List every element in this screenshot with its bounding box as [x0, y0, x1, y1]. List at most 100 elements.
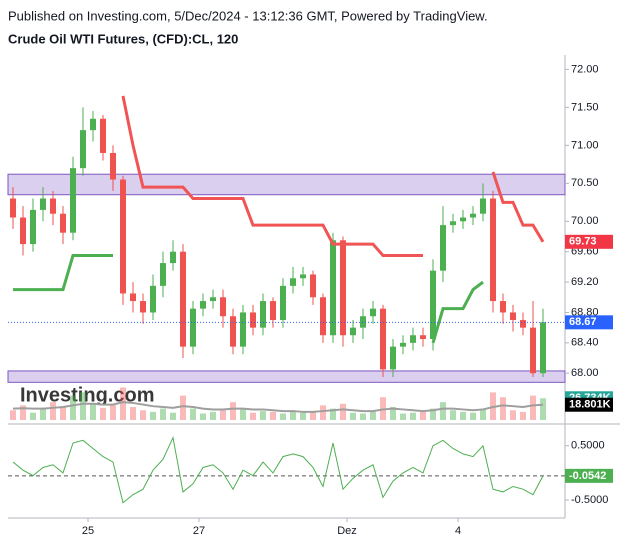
volume-bar: [110, 405, 116, 420]
x-tick-label: Dez: [337, 525, 357, 537]
volume-bar: [370, 411, 376, 420]
candle-body: [230, 316, 236, 347]
candle-body: [60, 213, 66, 233]
candle-body: [150, 285, 156, 313]
volume-bar: [260, 411, 266, 420]
candle-body: [340, 240, 346, 336]
candle-body: [460, 217, 466, 222]
price-tag: [565, 315, 613, 330]
publisher: Published on Investing.com, 5/Dec/2024 -…: [8, 8, 488, 23]
candle-body: [240, 312, 246, 347]
volume-bar: [460, 411, 466, 420]
candle-body: [160, 263, 166, 286]
y-tick-label: 72.00: [571, 63, 599, 75]
candle-body: [540, 322, 546, 374]
candle-body: [200, 301, 206, 309]
candle-body: [470, 213, 476, 218]
candle-body: [90, 118, 96, 131]
candle-body: [440, 225, 446, 271]
volume-bar: [220, 410, 226, 420]
volume-bar: [240, 408, 246, 420]
y-tick-label: 70.50: [571, 177, 599, 189]
trend-line: [121, 95, 423, 257]
candle-body: [530, 327, 536, 374]
volume-bar: [290, 410, 296, 420]
volume-bar: [70, 395, 76, 420]
candle-body: [110, 152, 116, 180]
volume-bar: [320, 405, 326, 420]
volume-bar: [360, 413, 366, 420]
osc-tick-label: -0.5000: [571, 494, 608, 506]
volume-bar: [480, 408, 486, 420]
candle-body: [190, 308, 196, 347]
volume-bar: [230, 402, 236, 420]
candle-body: [520, 320, 526, 328]
price-tag-label: -0.0542: [569, 470, 606, 482]
volume-bar: [50, 402, 56, 420]
volume-bar: [430, 408, 436, 420]
candle-body: [70, 168, 76, 233]
volume-bar: [80, 392, 86, 420]
volume-bar: [510, 410, 516, 420]
volume-bar: [190, 408, 196, 420]
trend-line: [491, 171, 545, 243]
volume-bar: [350, 412, 356, 420]
band: [7, 173, 566, 196]
x-tick-label: 27: [193, 525, 205, 537]
candle-body: [510, 312, 516, 321]
volume-bar: [250, 412, 256, 420]
candle-body: [210, 297, 216, 302]
volume-bar: [470, 412, 476, 420]
candle-body: [320, 297, 326, 336]
candle-body: [430, 270, 436, 340]
trend-line: [12, 435, 544, 504]
volume-bar: [170, 412, 176, 420]
volume-bar: [100, 407, 106, 420]
candle-body: [50, 198, 56, 214]
candle-body: [20, 217, 26, 245]
price-tag-label: 69.73: [569, 236, 597, 248]
volume-bar: [150, 411, 156, 420]
y-tick-label: 71.50: [571, 101, 599, 113]
chart-title: Crude Oil WTI Futures, (CFD):CL, 120: [8, 31, 238, 46]
candle-body: [420, 335, 426, 340]
volume-bar: [400, 413, 406, 420]
volume-bar: [140, 410, 146, 420]
volume-bar: [540, 398, 546, 420]
trend-line: [431, 280, 484, 344]
price-tag-label: 68.67: [569, 316, 597, 328]
price-tag: [565, 468, 613, 483]
candle-body: [40, 198, 46, 210]
watermark: Investing.com: [20, 384, 154, 406]
y-tick-label: 68.40: [571, 337, 599, 349]
candle-body: [480, 198, 486, 214]
volume-bar: [450, 410, 456, 420]
volume-bar: [210, 411, 216, 420]
volume-bar: [270, 411, 276, 420]
volume-bar: [500, 397, 506, 420]
volume-bar: [530, 395, 536, 420]
candle-body: [80, 130, 86, 169]
candle-body: [250, 312, 256, 328]
volume-bar: [330, 408, 336, 420]
volume-bar: [180, 395, 186, 420]
candle-body: [260, 301, 266, 328]
x-tick-label: 25: [82, 525, 94, 537]
volume-bar: [60, 407, 66, 420]
candle-body: [10, 198, 16, 218]
y-tick-label: 68.00: [571, 367, 599, 379]
candle-body: [450, 221, 456, 226]
volume-bar: [40, 408, 46, 420]
band: [7, 370, 566, 383]
volume-bar: [340, 403, 346, 420]
x-tick-label: 4: [455, 525, 461, 537]
volume-bar: [90, 403, 96, 420]
osc-tick-label: 0.5000: [571, 440, 605, 452]
candle-body: [220, 297, 226, 317]
volume-bar: [200, 413, 206, 420]
volume-bar: [310, 411, 316, 420]
volume-bar: [120, 387, 126, 420]
candle-body: [400, 342, 406, 347]
volume-bar: [130, 407, 136, 420]
